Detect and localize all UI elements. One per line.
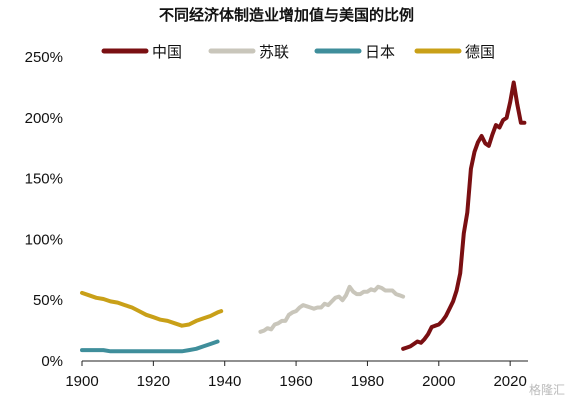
x-tick-label: 1900: [65, 373, 98, 390]
legend-label: 德国: [465, 43, 495, 61]
y-tick-label: 50%: [33, 292, 63, 309]
series-lines: [80, 80, 527, 354]
y-tick-label: 150%: [25, 171, 63, 188]
x-tick-label: 1920: [137, 373, 170, 390]
series-line: [401, 80, 527, 351]
legend-label: 苏联: [259, 43, 289, 61]
x-tick-label: 2020: [493, 373, 526, 390]
series-line: [258, 284, 406, 334]
x-tick-label: 1940: [208, 373, 241, 390]
axes: 1900 1920 1940 1960 1980 2000 2020 0% 50% 100% 150…: [25, 49, 528, 390]
series-line: [80, 290, 224, 328]
legend: 中国 苏联 日本 德国: [101, 43, 495, 61]
watermark-text: 格隆汇: [528, 383, 565, 397]
legend-label: 日本: [365, 43, 395, 61]
chart-title: 不同经济体制造业增加值与美国的比例: [158, 6, 414, 24]
series-line: [80, 339, 220, 354]
y-tick-label: 200%: [25, 110, 63, 127]
x-tick-label: 1960: [279, 373, 312, 390]
y-tick-label: 250%: [25, 49, 63, 66]
x-tick-label: 2000: [422, 373, 455, 390]
y-tick-label: 0%: [41, 353, 63, 370]
y-tick-label: 100%: [25, 231, 63, 248]
x-tick-label: 1980: [351, 373, 384, 390]
legend-label: 中国: [152, 43, 182, 61]
